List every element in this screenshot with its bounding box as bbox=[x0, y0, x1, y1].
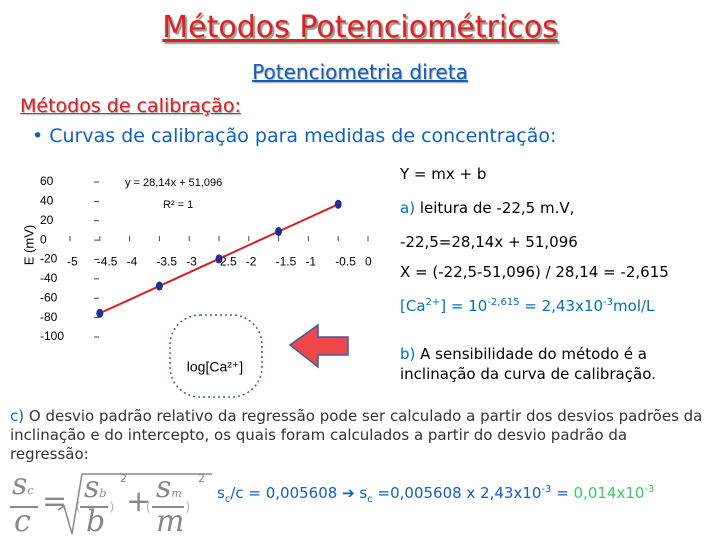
formula-eq: = bbox=[42, 484, 68, 519]
text-part: /c = 0,005608 bbox=[230, 484, 343, 502]
text-part: -22,5=28,14x + 51,096 bbox=[400, 233, 578, 251]
arrow bbox=[288, 323, 349, 369]
x-tick-label: -1 bbox=[305, 254, 316, 268]
y-tick-label: -40 bbox=[40, 271, 58, 285]
formula-sub: c bbox=[27, 484, 34, 497]
text-part: ] = 10 bbox=[440, 297, 488, 315]
text-part: = 2,43x10 bbox=[519, 297, 604, 315]
text-part: 2+ bbox=[425, 297, 441, 308]
formula-b: b bbox=[86, 504, 106, 539]
y-tick-label: 40 bbox=[40, 194, 54, 208]
text-part: 0,014x10 bbox=[573, 484, 645, 502]
result: sc/c = 0,005608 ➔ sc =0,005608 x 2,43x10… bbox=[217, 484, 654, 505]
formula-lines: ( ) ( ) bbox=[10, 473, 212, 535]
equation: y = 28,14x + 51,096 bbox=[125, 177, 222, 189]
formula-sub: b bbox=[99, 487, 107, 500]
text-part: [Ca bbox=[400, 297, 426, 315]
text-part: -3 bbox=[644, 484, 655, 495]
formula-m: m bbox=[156, 504, 185, 539]
r-squared: R² = 1 bbox=[163, 199, 193, 211]
text-part: -3 bbox=[603, 297, 614, 308]
formula: ( ) ( ) sc c = sb b 2 + sm m 2 bbox=[0, 467, 215, 540]
note: X = (-22,5-51,096) / 28,14 = -2,615 bbox=[400, 262, 710, 282]
y-tick-label: 0 bbox=[40, 232, 47, 246]
point bbox=[155, 281, 163, 291]
text-part: s bbox=[354, 484, 368, 502]
text-part: A sensibilidade do método é a inclinação… bbox=[400, 345, 656, 383]
bullet-text: Curvas de calibração para medidas de con… bbox=[49, 125, 557, 147]
text-part: b) bbox=[400, 345, 416, 363]
svg-text:): ) bbox=[110, 499, 114, 513]
highlight bbox=[169, 314, 263, 398]
y-tick-label: -80 bbox=[40, 310, 58, 324]
x-tick-label: -5 bbox=[67, 254, 78, 268]
x-tick-label: -2 bbox=[246, 254, 257, 268]
note: -22,5=28,14x + 51,096 bbox=[400, 232, 710, 252]
x-tick-label: 0 bbox=[365, 254, 372, 268]
formula-plus: + bbox=[126, 484, 152, 519]
text-part: c) bbox=[10, 407, 25, 425]
point bbox=[334, 199, 342, 209]
y-tick-label: 20 bbox=[40, 213, 54, 227]
point bbox=[275, 227, 283, 237]
text-part: = bbox=[551, 484, 574, 502]
text-part: ➔ bbox=[342, 484, 355, 502]
x-tick-label: -0.5 bbox=[335, 254, 356, 268]
text-part: mol/L bbox=[613, 297, 655, 315]
text-part: =0,005608 x 2,43x10 bbox=[372, 484, 542, 502]
note: [Ca2+] = 10-2,615 = 2,43x10-3mol/L bbox=[400, 293, 710, 316]
y-tick-label: -20 bbox=[40, 252, 58, 266]
bullet: • Curvas de calibração para medidas de c… bbox=[32, 125, 557, 147]
y-axis-label: E (mV) bbox=[21, 225, 36, 265]
note: Y = mx + b bbox=[400, 164, 710, 184]
text-part: c bbox=[367, 494, 373, 505]
subtitle: Potenciometria direta bbox=[252, 60, 468, 84]
note: a) leitura de -22,5 m.V, bbox=[400, 198, 710, 218]
svg-text:(: ( bbox=[76, 499, 80, 513]
y-tick-label: -60 bbox=[40, 290, 58, 304]
text-part: leitura de -22,5 m.V, bbox=[415, 199, 575, 217]
point bbox=[215, 254, 223, 264]
formula-s: s bbox=[156, 470, 172, 505]
x-tick-label: -1.5 bbox=[276, 254, 297, 268]
y-tick-label: 60 bbox=[40, 174, 54, 188]
formula-exp: 2 bbox=[120, 472, 127, 485]
x-tick-label: -4 bbox=[127, 254, 138, 268]
formula-exp: 2 bbox=[198, 472, 205, 485]
text-part: O desvio padrão relativo da regressão po… bbox=[10, 407, 703, 463]
svg-text:(: ( bbox=[146, 499, 150, 513]
text-part: -3 bbox=[541, 484, 552, 495]
formula-c: c bbox=[14, 504, 31, 539]
x-tick-label: -3 bbox=[186, 254, 197, 268]
x-tick-label: -3.5 bbox=[156, 254, 177, 268]
formula-s: s bbox=[12, 467, 28, 502]
formula-s: s bbox=[84, 470, 100, 505]
title: Métodos Potenciométricos bbox=[162, 10, 558, 45]
text-part: a) bbox=[400, 199, 416, 217]
text-part: c bbox=[224, 494, 231, 505]
text-part: s bbox=[217, 484, 225, 502]
text-part: X = (-22,5-51,096) / 28,14 = -2,615 bbox=[400, 263, 669, 281]
text-part: Y = mx + b bbox=[400, 165, 487, 183]
note: b) A sensibilidade do método é a inclina… bbox=[400, 344, 710, 384]
svg-text:): ) bbox=[186, 499, 190, 513]
x-axis-label: log[Ca²⁺] bbox=[187, 359, 243, 375]
formula-sub: m bbox=[171, 487, 182, 500]
point bbox=[96, 308, 104, 318]
paragraph: c) O desvio padrão relativo da regressão… bbox=[10, 407, 710, 464]
x-tick-label: -4.5 bbox=[97, 254, 118, 268]
section-heading: Métodos de calibração: bbox=[20, 95, 241, 117]
y-tick-label: -100 bbox=[40, 329, 64, 343]
text-part: -2,615 bbox=[487, 297, 520, 308]
